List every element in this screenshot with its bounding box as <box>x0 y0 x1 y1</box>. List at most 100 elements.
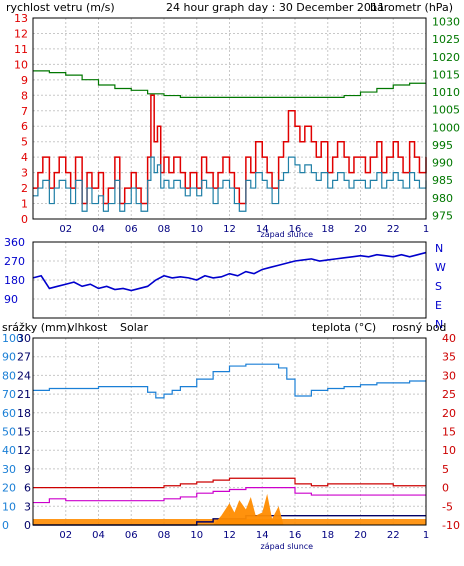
x-tick-label: 12 <box>223 530 236 541</box>
x-tick-label: 1 <box>423 224 429 235</box>
x-tick-label: 04 <box>92 224 105 235</box>
rain-axis-label: srážky (mm) <box>2 321 71 334</box>
pressure-tick-label: 995 <box>432 139 453 152</box>
series-line-avg <box>33 156 427 212</box>
humidity-tick-label: 90 <box>2 351 16 364</box>
plot-frame <box>32 241 427 319</box>
compass-label: N <box>435 318 443 331</box>
wind-tick-label: 2 <box>21 182 28 195</box>
wind-axis-label: rychlost vetru (m/s) <box>6 1 115 14</box>
plot-frame <box>32 337 427 526</box>
x-tick-label: 02 <box>59 530 72 541</box>
x-tick-label: 16 <box>289 224 302 235</box>
x-tick-label: 18 <box>321 224 334 235</box>
x-tick-label: 18 <box>321 530 334 541</box>
pressure-tick-label: 1005 <box>432 104 460 117</box>
x-tick-label: 06 <box>125 224 138 235</box>
humidity-tick-label: 30 <box>2 463 16 476</box>
x-tick-label: 22 <box>387 530 400 541</box>
pressure-tick-label: 985 <box>432 174 453 187</box>
panel-wind-bg <box>0 0 464 235</box>
series-line-gust <box>33 94 427 205</box>
series-line-pressure <box>33 70 426 98</box>
temp-tick-label: -10 <box>442 519 460 532</box>
humidity-tick-label: 50 <box>2 426 16 439</box>
pressure-tick-label: 1010 <box>432 86 460 99</box>
pressure-tick-label: 1015 <box>432 68 460 81</box>
wind-tick-label: 10 <box>14 58 28 71</box>
series-line-dewpoint <box>33 487 426 504</box>
humidity-tick-label: 20 <box>2 482 16 495</box>
temp-tick-label: 30 <box>442 369 456 382</box>
wind-tick-label: 3 <box>21 167 28 180</box>
humidity-tick-label: 60 <box>2 407 16 420</box>
rain-tick-label: 12 <box>17 444 31 457</box>
temp-tick-label: 10 <box>442 444 456 457</box>
x-tick-label: 16 <box>289 530 302 541</box>
x-tick-label: 20 <box>354 530 367 541</box>
wind-tick-label: 9 <box>21 74 28 87</box>
rain-tick-label: 24 <box>17 369 31 382</box>
x-tick-label: 20 <box>354 224 367 235</box>
compass-label: S <box>435 280 442 293</box>
direction-tick-label: 360 <box>4 236 25 249</box>
rain-tick-label: 0 <box>24 519 31 532</box>
pressure-tick-label: 1000 <box>432 121 460 134</box>
pressure-tick-label: 990 <box>432 157 453 170</box>
rain-tick-label: 6 <box>24 482 31 495</box>
wind-tick-label: 1 <box>21 198 28 211</box>
humidity-tick-label: 100 <box>2 332 23 345</box>
wind-tick-label: 0 <box>21 213 28 226</box>
plot-frame <box>32 17 427 220</box>
rain-tick-label: 27 <box>17 351 31 364</box>
x-tick-label: 08 <box>158 224 171 235</box>
series-line-humidity <box>33 363 426 399</box>
x-tick-label: 12 <box>223 224 236 235</box>
x-tick-label: 22 <box>387 224 400 235</box>
temp-tick-label: 20 <box>442 407 456 420</box>
direction-tick-label: 270 <box>4 255 25 268</box>
temp-tick-label: 25 <box>442 388 456 401</box>
pressure-tick-label: 980 <box>432 192 453 205</box>
wind-tick-label: 13 <box>14 12 28 25</box>
humidity-tick-label: 80 <box>2 369 16 382</box>
pressure-tick-label: 1020 <box>432 51 460 64</box>
compass-label: W <box>435 261 446 274</box>
series-line-temperature <box>33 477 426 489</box>
x-tick-label: 14 <box>256 224 269 235</box>
x-tick-label: 10 <box>190 530 203 541</box>
temp-tick-label: 40 <box>442 332 456 345</box>
temp-tick-label: 15 <box>442 426 456 439</box>
rain-tick-label: 3 <box>24 500 31 513</box>
temp-tick-label: 5 <box>442 463 449 476</box>
temp-tick-label: -5 <box>442 500 453 513</box>
rain-tick-label: 15 <box>17 426 31 439</box>
chart-title: 24 hour graph day : 30 December 2011 <box>166 1 385 14</box>
x-tick-label: 06 <box>125 530 138 541</box>
x-tick-label: 14 <box>256 530 269 541</box>
wind-tick-label: 7 <box>21 105 28 118</box>
rain-tick-label: 30 <box>17 332 31 345</box>
solar-axis-label: Solar <box>120 321 149 334</box>
wind-tick-label: 4 <box>21 151 28 164</box>
dewpoint-axis-label: rosný bod <box>392 321 446 334</box>
wind-tick-label: 12 <box>14 27 28 40</box>
direction-tick-label: 180 <box>4 274 25 287</box>
direction-tick-label: 90 <box>4 293 18 306</box>
x-tick-label: 1 <box>423 530 429 541</box>
rain-tick-label: 9 <box>24 463 31 476</box>
humidity-tick-label: 10 <box>2 500 16 513</box>
compass-label: E <box>435 299 442 312</box>
rain-tick-label: 21 <box>17 388 31 401</box>
humidity-tick-label: 0 <box>2 519 9 532</box>
sunset-label: západ slunce <box>261 230 314 239</box>
x-tick-label: 08 <box>158 530 171 541</box>
x-tick-label: 10 <box>190 224 203 235</box>
wind-tick-label: 5 <box>21 136 28 149</box>
x-tick-label: 02 <box>59 224 72 235</box>
humidity-tick-label: 40 <box>2 444 16 457</box>
pressure-axis-label: barometr (hPa) <box>370 1 453 14</box>
